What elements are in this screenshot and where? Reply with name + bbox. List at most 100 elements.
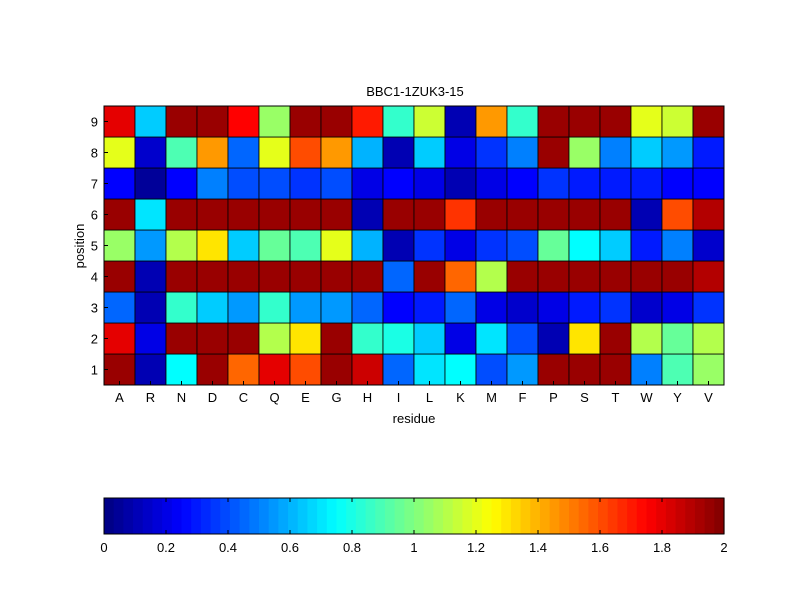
heatmap-cell-A-3 bbox=[103, 291, 136, 324]
colorbar-segment bbox=[694, 498, 706, 534]
colorbar-tick-label: 0.4 bbox=[219, 540, 237, 555]
heatmap-cell-C-3 bbox=[227, 291, 260, 324]
colorbar-segment bbox=[259, 498, 270, 534]
heatmap-cell-Q-5 bbox=[258, 229, 291, 262]
heatmap-cell-E-8 bbox=[289, 136, 322, 169]
heatmap-cell-P-4 bbox=[537, 260, 570, 293]
colorbar-segment bbox=[336, 498, 347, 534]
heatmap-cell-C-7 bbox=[227, 167, 260, 200]
heatmap-cell-L-9 bbox=[413, 105, 446, 138]
heatmap-cell-R-6 bbox=[134, 198, 167, 231]
colorbar-segment bbox=[375, 498, 386, 534]
colorbar-segment bbox=[636, 498, 648, 534]
heatmap-cell-P-3 bbox=[537, 291, 570, 324]
heatmap-cell-Y-5 bbox=[661, 229, 694, 262]
heatmap-cell-L-4 bbox=[413, 260, 446, 293]
colorbar-segment bbox=[171, 498, 183, 534]
heatmap-cell-C-6 bbox=[227, 198, 260, 231]
heatmap-cell-P-2 bbox=[537, 322, 570, 355]
heatmap-cell-K-1 bbox=[444, 353, 477, 386]
colorbar-segment bbox=[704, 498, 715, 534]
heatmap-cell-W-7 bbox=[630, 167, 663, 200]
heatmap-cell-H-3 bbox=[351, 291, 384, 324]
colorbar-segment bbox=[355, 498, 367, 534]
heatmap-cell-D-7 bbox=[196, 167, 229, 200]
x-tick-label: H bbox=[363, 390, 372, 405]
colorbar-segment bbox=[559, 498, 570, 534]
colorbar-tick-label: 1.6 bbox=[591, 540, 609, 555]
colorbar-segment bbox=[317, 498, 328, 534]
x-tick-label: G bbox=[331, 390, 341, 405]
heatmap-cell-R-2 bbox=[134, 322, 167, 355]
heatmap-cell-E-5 bbox=[289, 229, 322, 262]
x-tick-label: D bbox=[208, 390, 217, 405]
y-axis-ticks: 1 2 3 4 5 6 7 8 9 bbox=[91, 115, 108, 378]
heatmap-cell-K-2 bbox=[444, 322, 477, 355]
colorbar-tick-label: 0.2 bbox=[157, 540, 175, 555]
colorbar-segment bbox=[443, 498, 454, 534]
heatmap-cell-E-4 bbox=[289, 260, 322, 293]
colorbar-segment bbox=[423, 498, 434, 534]
colorbar-ticks: 0 0.2 0.4 0.6 0.8 1 1.2 1.4 1.6 1.8 2 bbox=[100, 498, 728, 555]
heatmap-cell-N-3 bbox=[165, 291, 198, 324]
heatmap-cell-W-6 bbox=[630, 198, 663, 231]
colorbar-segment bbox=[346, 498, 357, 534]
colorbar-tick-label: 0 bbox=[100, 540, 107, 555]
colorbar-segment bbox=[627, 498, 638, 534]
heatmap-cell-L-7 bbox=[413, 167, 446, 200]
heatmap-cell-R-4 bbox=[134, 260, 167, 293]
heatmap-cell-F-6 bbox=[506, 198, 539, 231]
heatmap-cell-V-9 bbox=[692, 105, 725, 138]
x-tick-label: W bbox=[640, 390, 653, 405]
chart-title: BBC1-1ZUK3-15 bbox=[366, 84, 464, 99]
heatmap-cell-V-4 bbox=[692, 260, 725, 293]
heatmap-cell-D-4 bbox=[196, 260, 229, 293]
heatmap-cell-R-8 bbox=[134, 136, 167, 169]
x-tick-label: K bbox=[456, 390, 465, 405]
colorbar-segment bbox=[104, 498, 115, 534]
heatmap-cell-M-3 bbox=[475, 291, 508, 324]
colorbar-segment bbox=[510, 498, 522, 534]
heatmap-cell-Y-8 bbox=[661, 136, 694, 169]
heatmap-cell-E-6 bbox=[289, 198, 322, 231]
colorbar-segment bbox=[539, 498, 551, 534]
heatmap-cell-H-8 bbox=[351, 136, 384, 169]
colorbar-segment bbox=[307, 498, 318, 534]
y-tick-label: 4 bbox=[91, 270, 98, 285]
x-tick-label: S bbox=[580, 390, 589, 405]
heatmap-cell-M-5 bbox=[475, 229, 508, 262]
colorbar-tick-label: 0.8 bbox=[343, 540, 361, 555]
colorbar-segment bbox=[472, 498, 483, 534]
y-tick-label: 2 bbox=[91, 332, 98, 347]
colorbar-segment bbox=[288, 498, 299, 534]
heatmap-cell-I-6 bbox=[382, 198, 415, 231]
heatmap-cell-T-8 bbox=[599, 136, 632, 169]
x-tick-label: A bbox=[115, 390, 124, 405]
heatmap-cell-L-3 bbox=[413, 291, 446, 324]
x-tick-label: F bbox=[519, 390, 527, 405]
colorbar-segment bbox=[394, 498, 405, 534]
colorbar-segment bbox=[142, 498, 154, 534]
heatmap-cell-V-1 bbox=[692, 353, 725, 386]
heatmap-cell-A-8 bbox=[103, 136, 136, 169]
heatmap-cell-F-8 bbox=[506, 136, 539, 169]
heatmap-cell-D-2 bbox=[196, 322, 229, 355]
y-tick-label: 5 bbox=[91, 239, 98, 254]
heatmap-cell-P-6 bbox=[537, 198, 570, 231]
x-tick-label: P bbox=[549, 390, 558, 405]
heatmap-cell-K-5 bbox=[444, 229, 477, 262]
heatmap-cell-Y-7 bbox=[661, 167, 694, 200]
heatmap-cell-G-9 bbox=[320, 105, 353, 138]
heatmap-cell-A-5 bbox=[103, 229, 136, 262]
x-tick-label: M bbox=[486, 390, 497, 405]
heatmap-cell-M-2 bbox=[475, 322, 508, 355]
colorbar-segment bbox=[229, 498, 241, 534]
heatmap-cell-H-9 bbox=[351, 105, 384, 138]
heatmap-cell-C-9 bbox=[227, 105, 260, 138]
heatmap-cell-T-4 bbox=[599, 260, 632, 293]
heatmap-cell-L-5 bbox=[413, 229, 446, 262]
heatmap-cell-H-2 bbox=[351, 322, 384, 355]
colorbar-segment bbox=[588, 498, 599, 534]
heatmap-cell-A-1 bbox=[103, 353, 136, 386]
heatmap-cell-I-1 bbox=[382, 353, 415, 386]
